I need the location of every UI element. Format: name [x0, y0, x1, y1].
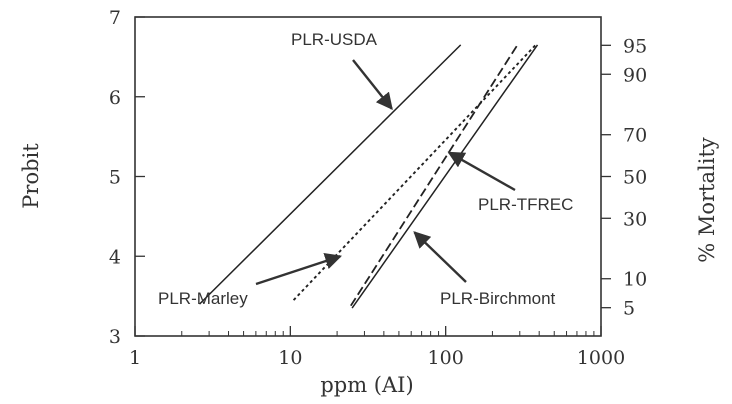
- series-line-plr-birchmont: [351, 44, 539, 309]
- annotation-label-plr-tfrec: PLR-TFREC: [478, 195, 573, 214]
- x-tick-label: 100: [428, 347, 464, 369]
- x-axis-label: ppm (AI): [320, 373, 413, 397]
- x-tick-label: 1000: [577, 347, 625, 369]
- y2-tick-label: 90: [623, 64, 647, 86]
- y-tick-label: 3: [109, 326, 121, 348]
- y-tick-label: 7: [109, 7, 121, 29]
- series-lines: [198, 44, 539, 309]
- annotations: PLR-USDA PLR-Marley PLR-TFREC PLR-Birchmont: [158, 30, 573, 308]
- x-axis: 1 10 100 1000: [129, 326, 625, 369]
- annotation-arrow-plr-birchmont: [413, 231, 467, 283]
- annotation-arrow-plr-usda: [352, 59, 393, 111]
- y2-tick-label: 10: [623, 269, 647, 291]
- series-line-plr-marley: [292, 44, 537, 301]
- y2-tick-label: 70: [623, 125, 647, 147]
- y-tick-label: 4: [109, 246, 121, 268]
- series-line-plr-tfrec: [350, 44, 519, 307]
- y-axis-probit: 3 4 5 6 7: [109, 7, 145, 348]
- y2-tick-label: 95: [623, 35, 647, 57]
- y2-tick-label: 30: [623, 208, 647, 230]
- y2-tick-label: 5: [623, 298, 635, 320]
- y-axis-mortality: 5 10 30 50 70 90 95: [601, 35, 647, 320]
- y-tick-label: 6: [109, 87, 121, 109]
- annotation-arrow-plr-tfrec: [447, 151, 516, 192]
- annotation-arrow-plr-marley: [255, 252, 342, 286]
- x-tick-label: 10: [278, 347, 302, 369]
- y-axis-label: Probit: [19, 143, 43, 209]
- x-tick-label: 1: [129, 347, 141, 369]
- annotation-label-plr-birchmont: PLR-Birchmont: [440, 289, 556, 308]
- y2-axis-label: % Mortality: [695, 137, 719, 263]
- y2-tick-label: 50: [623, 167, 647, 189]
- annotation-label-plr-marley: PLR-Marley: [158, 289, 248, 308]
- series-line-plr-usda: [198, 44, 462, 305]
- y-tick-label: 5: [109, 167, 121, 189]
- annotation-label-plr-usda: PLR-USDA: [291, 30, 378, 49]
